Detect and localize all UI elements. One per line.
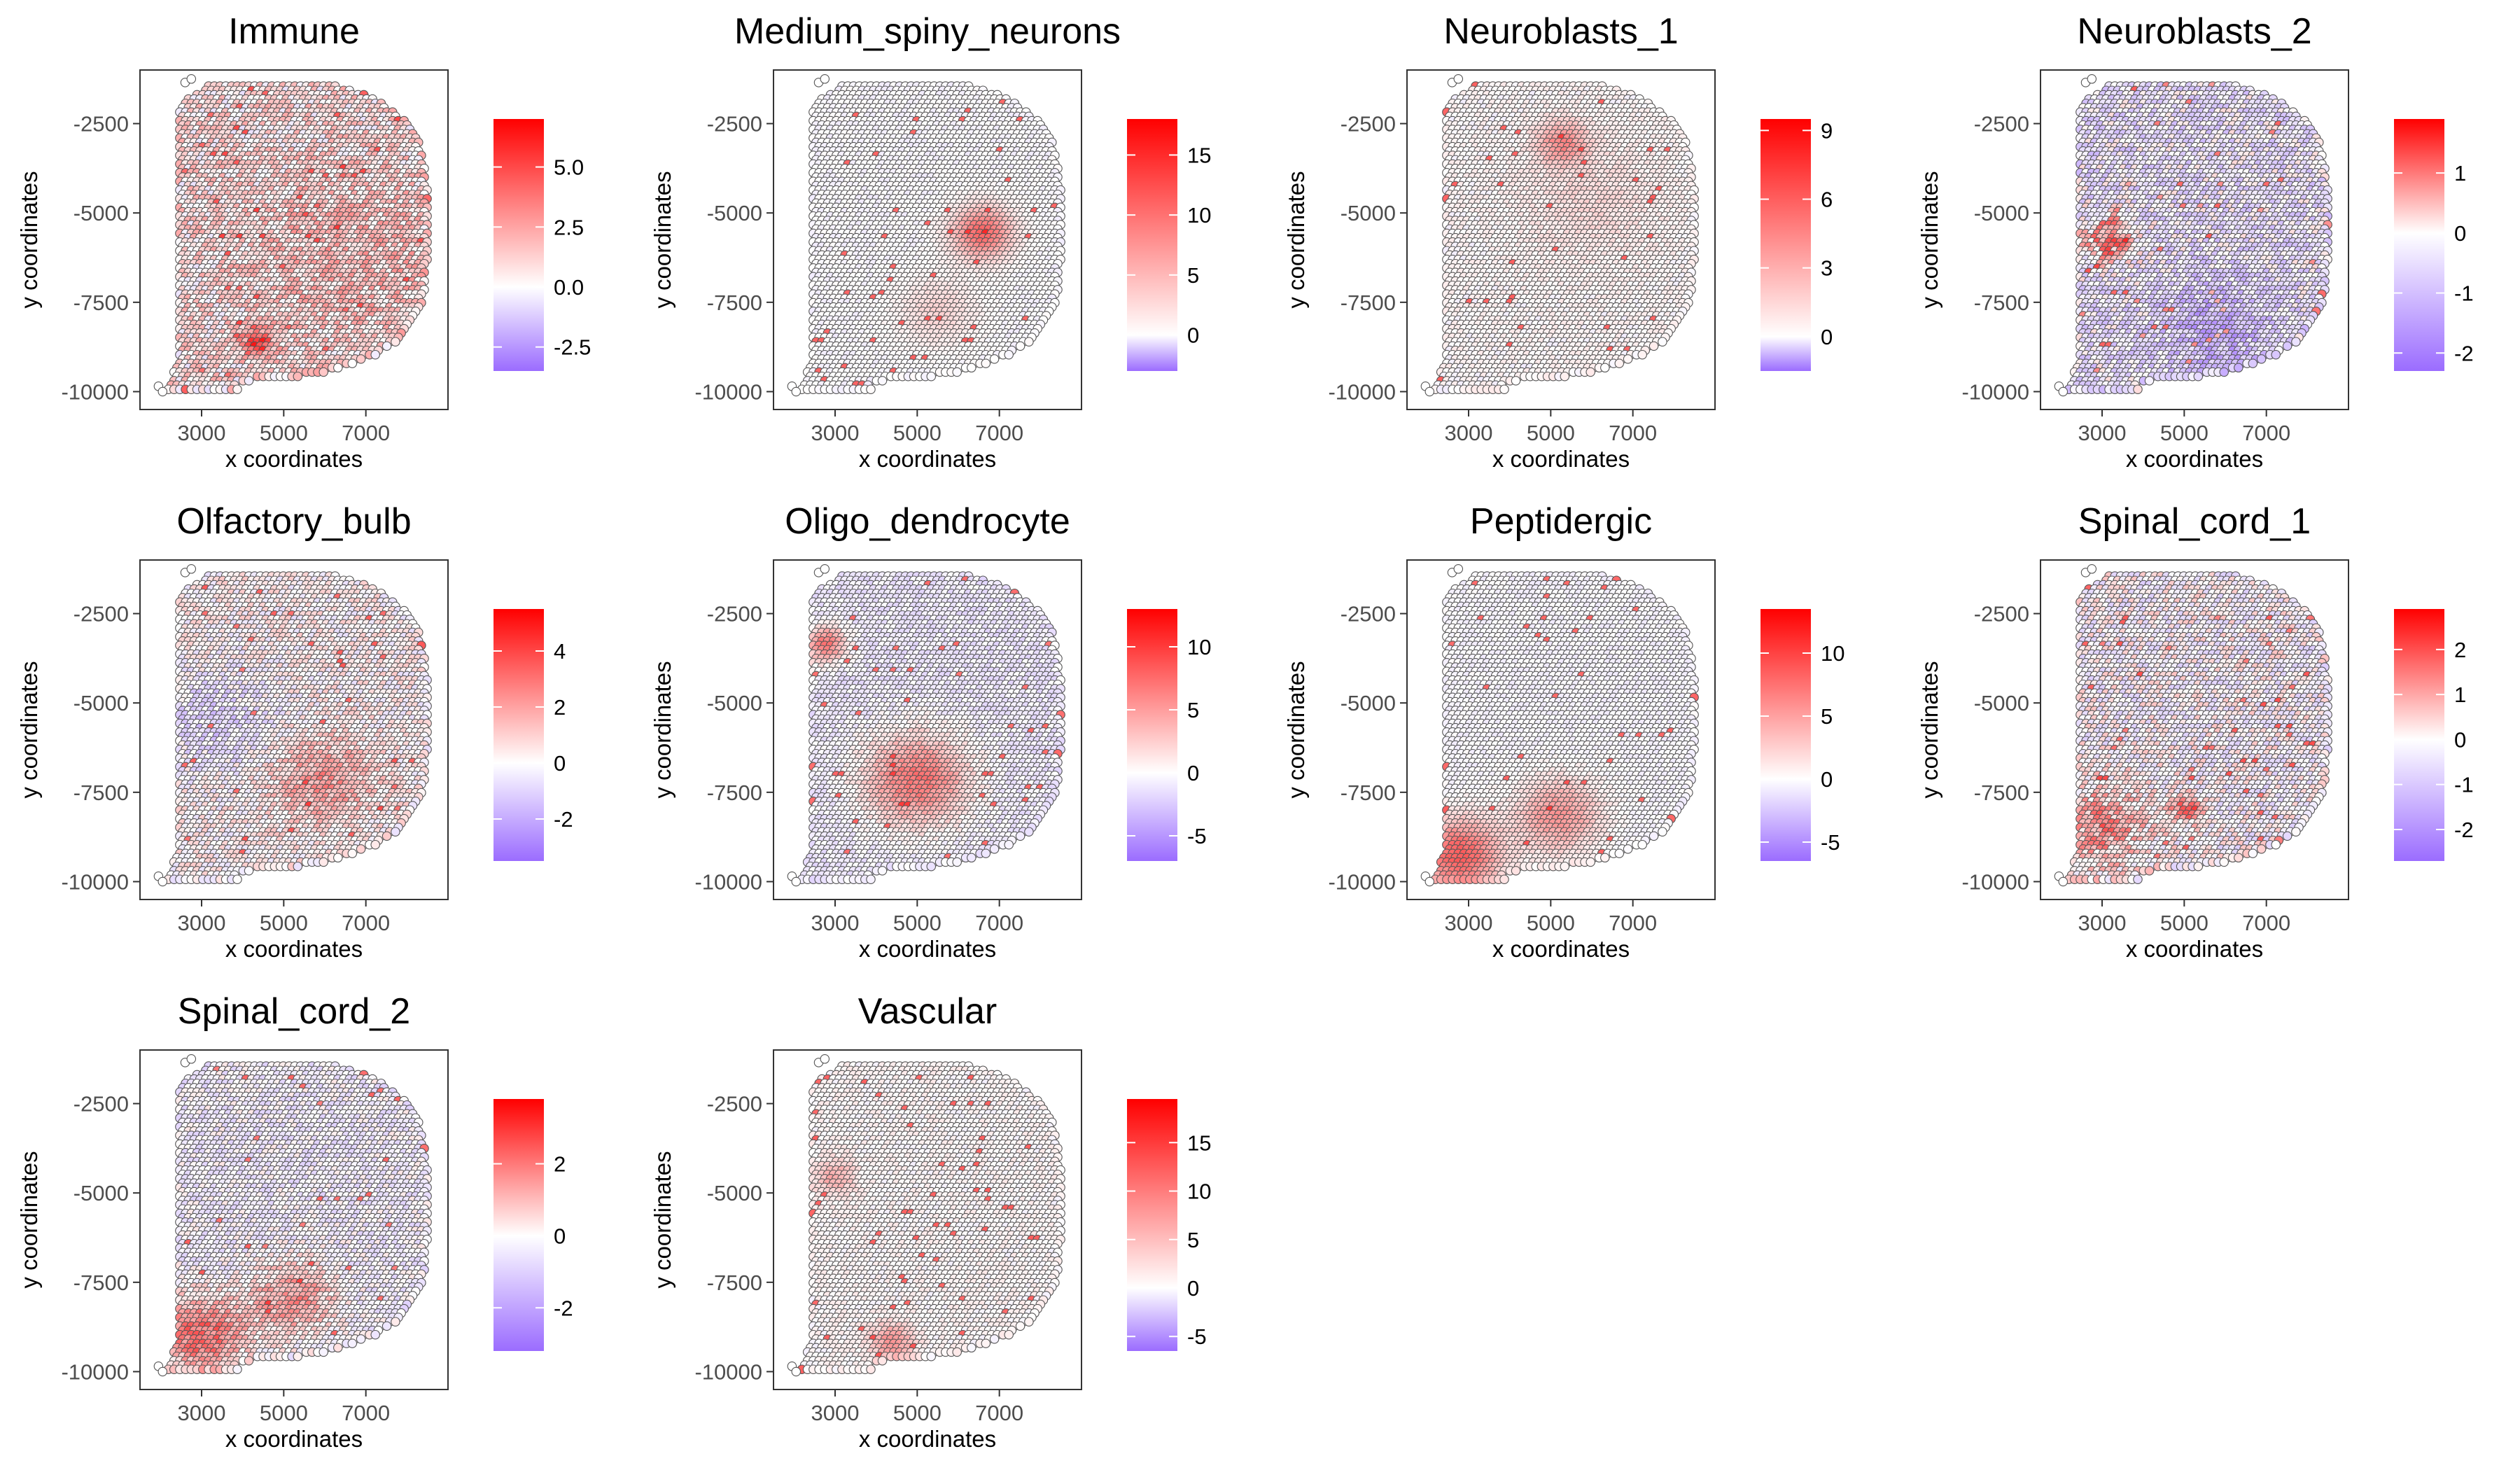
spot (391, 337, 400, 346)
spot (356, 355, 365, 363)
spot (319, 368, 328, 376)
legend-label: 0.0 (554, 275, 584, 300)
legend-label: 5.0 (554, 155, 584, 180)
panel-immune: Immune 3000 5000 7000 -2500 -5000 -7500 -10000 x… (16, 11, 591, 472)
y-axis-label: y coordinates (16, 171, 42, 308)
y-tick-label: -5000 (74, 201, 129, 225)
spot-layer (788, 75, 1065, 396)
x-tick-label: 7000 (342, 421, 390, 445)
spot (334, 363, 342, 372)
legend-label: 2.5 (554, 215, 584, 239)
x-tick-label: 5000 (260, 421, 308, 445)
spot (187, 75, 195, 83)
spot (233, 385, 241, 393)
y-tick-label: -10000 (61, 379, 129, 404)
spot (158, 387, 167, 396)
spot (348, 359, 356, 368)
legend-label: -2.5 (554, 335, 591, 360)
panel-title: Immune (228, 11, 360, 52)
panel-title: Medium_spiny_neurons (734, 11, 1121, 52)
y-tick-label: -7500 (74, 290, 129, 315)
spot-layer (154, 75, 431, 396)
x-axis-label: x coordinates (225, 446, 363, 472)
panel-medium_spiny_neurons: Medium_spiny_neurons3000 5000 7000-2500-50… (650, 11, 1211, 472)
spot (382, 342, 391, 350)
legend-colorbar (493, 119, 544, 371)
spot (293, 372, 302, 381)
spot (371, 351, 379, 359)
spot (244, 377, 253, 385)
panel-grid: Immune 3000 5000 7000 -2500 -5000 -7500 -10000 x… (16, 11, 2474, 1452)
y-tick-label: -2500 (74, 112, 129, 136)
x-tick-label: 3000 (178, 421, 226, 445)
